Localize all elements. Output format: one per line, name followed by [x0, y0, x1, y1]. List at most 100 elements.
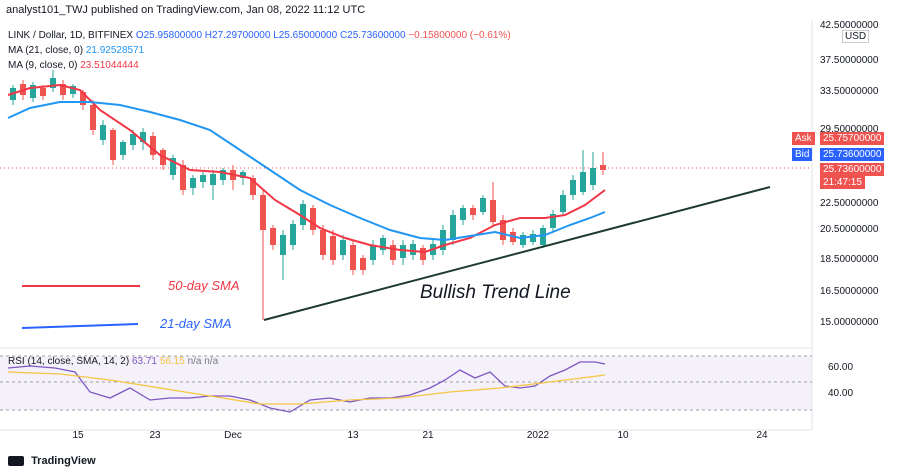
candle-body — [330, 236, 336, 260]
tradingview-logo[interactable]: TradingView — [8, 455, 96, 467]
symbol-legend: LINK / Dollar, 1D, BITFINEX O25.95800000… — [8, 30, 511, 41]
candle-body — [50, 78, 56, 88]
candle-body — [350, 245, 356, 270]
candle-body — [90, 105, 96, 130]
change-value: −0.15800000 (−0.61%) — [408, 30, 511, 41]
candle-body — [70, 86, 76, 94]
candle-body — [110, 130, 116, 160]
symbol-name[interactable]: LINK / Dollar, 1D, BITFINEX — [8, 30, 134, 41]
publisher-line: analyst101_TWJ published on TradingView.… — [6, 4, 366, 16]
price-tick: 16.50000000 — [820, 286, 879, 297]
candle-body — [500, 220, 506, 240]
candle-body — [200, 175, 206, 182]
candle-body — [300, 204, 306, 225]
candle-body — [180, 165, 186, 190]
sma50-annotation: 50-day SMA — [168, 278, 240, 293]
candle-body — [80, 92, 86, 105]
candle-body — [310, 208, 316, 230]
candle-body — [220, 170, 226, 180]
candle-body — [150, 136, 156, 155]
high-value: H27.29700000 — [204, 30, 271, 41]
candle-body — [190, 178, 196, 188]
sma21-legend-line — [21, 323, 139, 329]
candle-body — [270, 228, 276, 245]
price-scale[interactable]: 42.50000000 USD 37.50000000 33.50000000 … — [812, 20, 900, 430]
candle-body — [60, 84, 66, 95]
candle-body — [210, 174, 216, 185]
candle-body — [450, 215, 456, 240]
rsi-tick: 60.00 — [828, 362, 854, 373]
time-tick: Dec — [224, 430, 242, 441]
candle-body — [490, 200, 496, 222]
candle-body — [130, 134, 136, 145]
price-tick: 22.50000000 — [820, 198, 879, 209]
candle-body — [520, 235, 526, 245]
ask-value: 25.75700000 — [820, 132, 885, 145]
ma21-label: MA (21, close, 0) — [8, 45, 84, 56]
time-tick: 23 — [149, 430, 161, 441]
time-tick: 2022 — [526, 430, 550, 441]
last-price-tag: 25.73600000 — [820, 163, 885, 176]
low-value: L25.65000000 — [273, 30, 338, 41]
candle-body — [410, 244, 416, 255]
currency-badge[interactable]: USD — [842, 30, 870, 43]
sma21-annotation: 21-day SMA — [160, 316, 232, 331]
rsi-sma-value: 56.15 — [159, 356, 185, 367]
candle-body — [240, 172, 246, 178]
candle-body — [320, 230, 326, 255]
candle-body — [250, 178, 256, 195]
rsi-na: n/a n/a — [187, 356, 219, 367]
ma9-legend[interactable]: MA (9, close, 0) 23.51044444 — [8, 60, 139, 71]
candle-body — [340, 240, 346, 255]
price-tick: 20.50000000 — [820, 224, 879, 235]
candle-body — [40, 88, 46, 96]
candle-body — [140, 132, 146, 142]
rsi-legend[interactable]: RSI (14, close, SMA, 14, 2) 63.71 56.15 … — [8, 356, 218, 367]
ask-label: Ask — [792, 132, 815, 145]
candle-body — [540, 228, 546, 245]
countdown-tag: 21:47:15 — [820, 176, 865, 189]
sma50-line — [7, 83, 606, 254]
trend-line — [263, 186, 771, 321]
candle-body — [380, 238, 386, 250]
rsi-label: RSI (14, close, SMA, 14, 2) — [8, 356, 130, 367]
ma9-value: 23.51044444 — [80, 60, 139, 71]
candle-body — [390, 245, 396, 260]
candle-body — [600, 165, 606, 170]
sma21-line — [7, 101, 606, 242]
price-tick: 37.50000000 — [820, 55, 879, 66]
candle-body — [420, 248, 426, 260]
price-tick: 42.50000000 — [820, 20, 879, 31]
candle-body — [120, 142, 126, 155]
ma21-legend[interactable]: MA (21, close, 0) 21.92528571 — [8, 45, 144, 56]
candle-body — [290, 224, 296, 245]
rsi-value: 63.71 — [131, 356, 157, 367]
candle-body — [530, 234, 536, 242]
candle-body — [460, 208, 466, 220]
candle-body — [280, 235, 286, 255]
time-tick: 10 — [617, 430, 629, 441]
bid-value: 25.73600000 — [820, 148, 885, 161]
time-tick: 24 — [756, 430, 768, 441]
candle-body — [360, 258, 366, 270]
open-value: O25.95800000 — [135, 30, 202, 41]
rsi-tick: 40.00 — [828, 388, 854, 399]
candle-body — [580, 172, 586, 192]
price-tick: 33.50000000 — [820, 86, 879, 97]
candle-body — [590, 168, 596, 185]
candle-body — [170, 158, 176, 175]
bid-label: Bid — [792, 148, 813, 161]
tv-logo-icon — [8, 456, 24, 467]
time-tick: 13 — [347, 430, 359, 441]
candle-body — [400, 245, 406, 258]
ma21-value: 21.92528571 — [85, 45, 145, 56]
candle-body — [480, 198, 486, 212]
candle-body — [100, 125, 106, 140]
brand-name: TradingView — [31, 455, 96, 467]
candle-body — [560, 195, 566, 212]
time-tick: 15 — [72, 430, 84, 441]
rsi-sma-line — [7, 371, 606, 405]
candle-body — [260, 195, 266, 230]
trend-annotation: Bullish Trend Line — [420, 282, 571, 303]
